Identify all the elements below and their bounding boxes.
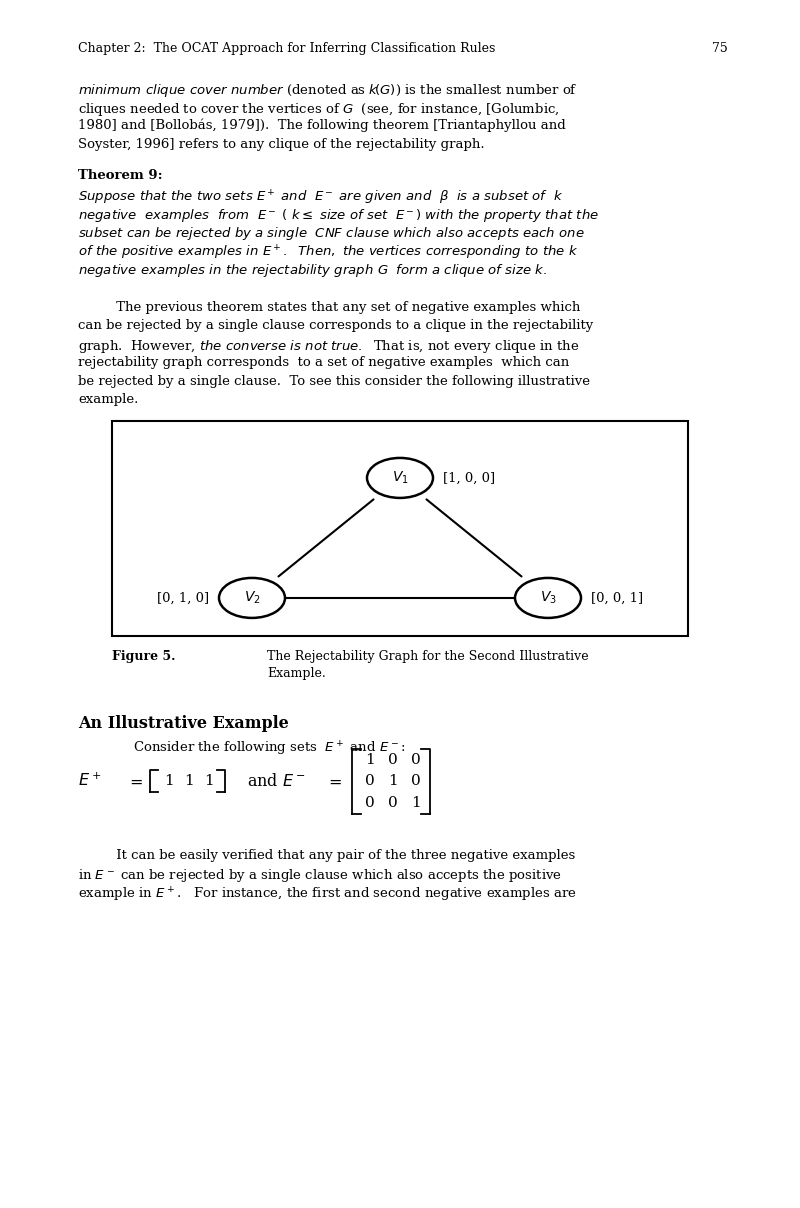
- Text: 1: 1: [388, 774, 398, 789]
- Text: Soyster, 1996] refers to any clique of the rejectability graph.: Soyster, 1996] refers to any clique of t…: [78, 138, 485, 151]
- Text: graph.  However, $\it{the\ converse\ is\ not\ true.}$  That is, not every clique: graph. However, $\it{the\ converse\ is\ …: [78, 338, 579, 355]
- Text: can be rejected by a single clause corresponds to a clique in the rejectability: can be rejected by a single clause corre…: [78, 319, 594, 332]
- Text: Chapter 2:  The OCAT Approach for Inferring Classification Rules: Chapter 2: The OCAT Approach for Inferri…: [78, 42, 495, 56]
- Text: 0: 0: [365, 796, 374, 809]
- Ellipse shape: [219, 577, 285, 618]
- Text: 1: 1: [411, 796, 421, 809]
- Text: $\it{negative\ examples\ in\ the\ rejectability\ graph\ G\ \ form\ a\ clique\ of: $\it{negative\ examples\ in\ the\ reject…: [78, 262, 547, 279]
- Text: Consider the following sets  $E^+$ and $E^-$:: Consider the following sets $E^+$ and $E…: [133, 739, 405, 757]
- Text: example.: example.: [78, 394, 138, 406]
- Text: $=$: $=$: [325, 773, 342, 790]
- Text: Theorem 9:: Theorem 9:: [78, 169, 162, 182]
- Text: $\it{Suppose\ that\ the\ two\ sets\ E}$$^+$$\it{\ and\ \ E}$$^-$$\it{\ are\ give: $\it{Suppose\ that\ the\ two\ sets\ E}$$…: [78, 188, 563, 207]
- Text: Example.: Example.: [267, 668, 326, 680]
- Text: The Rejectability Graph for the Second Illustrative: The Rejectability Graph for the Second I…: [267, 650, 589, 663]
- Text: $V_1$: $V_1$: [392, 470, 408, 486]
- Text: and $E^-$: and $E^-$: [247, 773, 306, 790]
- Text: 0: 0: [365, 774, 374, 789]
- Text: 0: 0: [411, 774, 421, 789]
- Text: The previous theorem states that any set of negative examples which: The previous theorem states that any set…: [78, 301, 580, 314]
- Text: [0, 0, 1]: [0, 0, 1]: [591, 592, 643, 604]
- Text: 75: 75: [712, 42, 728, 56]
- Ellipse shape: [515, 577, 581, 618]
- Text: be rejected by a single clause.  To see this consider the following illustrative: be rejected by a single clause. To see t…: [78, 374, 590, 388]
- Text: $V_3$: $V_3$: [539, 590, 557, 606]
- Text: 1: 1: [164, 774, 174, 789]
- Text: rejectability graph corresponds  to a set of negative examples  which can: rejectability graph corresponds to a set…: [78, 356, 570, 370]
- Text: in $E^-$ can be rejected by a single clause which also accepts the positive: in $E^-$ can be rejected by a single cla…: [78, 867, 562, 884]
- Text: $E^+$: $E^+$: [78, 773, 102, 790]
- Ellipse shape: [367, 458, 433, 498]
- Text: 1980] and [Bollobás, 1979]).  The following theorem [Triantaphyllou and: 1980] and [Bollobás, 1979]). The followi…: [78, 120, 566, 133]
- Text: example in $E^+$.   For instance, the first and second negative examples are: example in $E^+$. For instance, the firs…: [78, 885, 577, 904]
- Text: $V_2$: $V_2$: [244, 590, 260, 606]
- Text: $\it{negative\ \ examples\ \ from\ \ E}$$^-$$\it{\ (\ k} \leq \it{\ size\ of\ se: $\it{negative\ \ examples\ \ from\ \ E}$…: [78, 207, 599, 223]
- Text: $\it{subset\ can\ be\ rejected\ by\ a\ single\ \ CNF\ clause\ which\ also\ accep: $\it{subset\ can\ be\ rejected\ by\ a\ s…: [78, 226, 585, 243]
- Text: 1: 1: [184, 774, 194, 789]
- Text: 0: 0: [388, 753, 398, 767]
- Text: 0: 0: [388, 796, 398, 809]
- Text: Figure 5.: Figure 5.: [112, 650, 175, 663]
- Text: 1: 1: [204, 774, 214, 789]
- Text: $=$: $=$: [126, 773, 143, 790]
- Bar: [112, 420, 688, 635]
- Text: cliques needed to cover the vertices of $G$  (see, for instance, [Golumbic,: cliques needed to cover the vertices of …: [78, 100, 559, 117]
- Text: $\it{minimum\ clique\ cover\ number}$ (denoted as $k\!(G)$) is the smallest numb: $\it{minimum\ clique\ cover\ number}$ (d…: [78, 82, 578, 99]
- Text: [0, 1, 0]: [0, 1, 0]: [157, 592, 209, 604]
- Text: It can be easily verified that any pair of the three negative examples: It can be easily verified that any pair …: [78, 849, 575, 861]
- Text: 1: 1: [365, 753, 374, 767]
- Text: [1, 0, 0]: [1, 0, 0]: [443, 471, 495, 484]
- Text: $\it{of\ the\ positive\ examples\ in\ E}$$^+$$\it{.\ \ Then,\ the\ vertices\ cor: $\it{of\ the\ positive\ examples\ in\ E}…: [78, 244, 578, 262]
- Text: An Illustrative Example: An Illustrative Example: [78, 715, 289, 732]
- Text: 0: 0: [411, 753, 421, 767]
